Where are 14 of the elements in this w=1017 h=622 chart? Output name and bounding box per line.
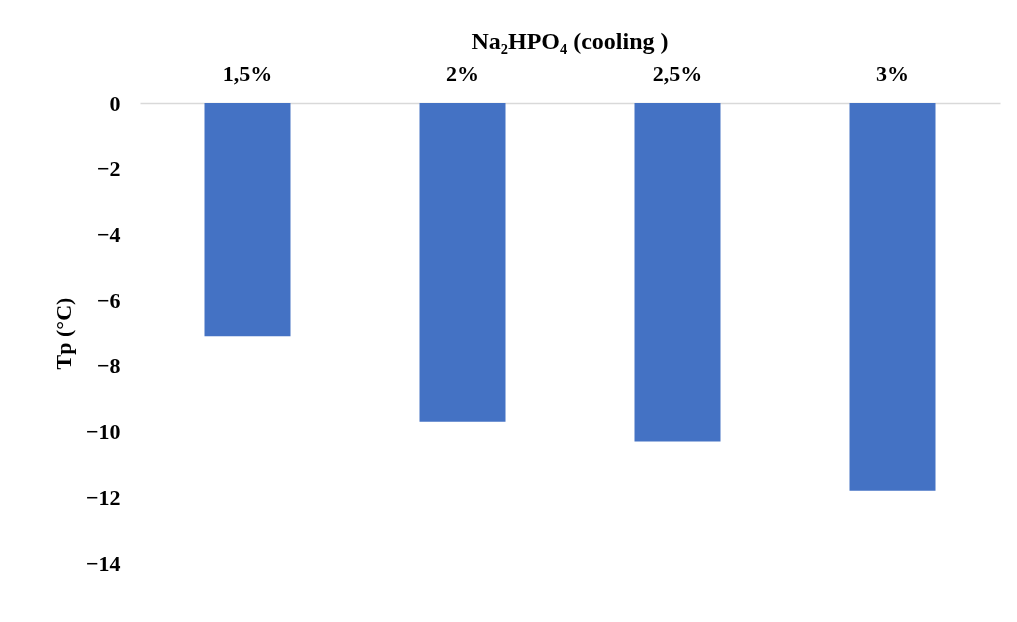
y-tick-label: 0 <box>109 90 121 116</box>
x-tick-label: 2,5% <box>652 60 703 86</box>
x-tick-label: 3% <box>876 60 909 86</box>
y-tick-label: −2 <box>96 156 121 182</box>
y-tick-label: −12 <box>85 484 121 510</box>
y-tick-label: −8 <box>96 353 121 379</box>
chart-title: Na₂HPO₄ (cooling ) <box>471 28 669 54</box>
y-tick-label: −10 <box>85 419 121 445</box>
y-axis-title: Tp (°C) <box>50 297 76 370</box>
x-tick-label: 1,5% <box>222 60 273 86</box>
y-tick-label: −6 <box>96 287 121 313</box>
y-tick-label: −4 <box>96 221 121 247</box>
x-tick-label: 2% <box>446 60 479 86</box>
y-tick-label: −14 <box>85 550 121 576</box>
